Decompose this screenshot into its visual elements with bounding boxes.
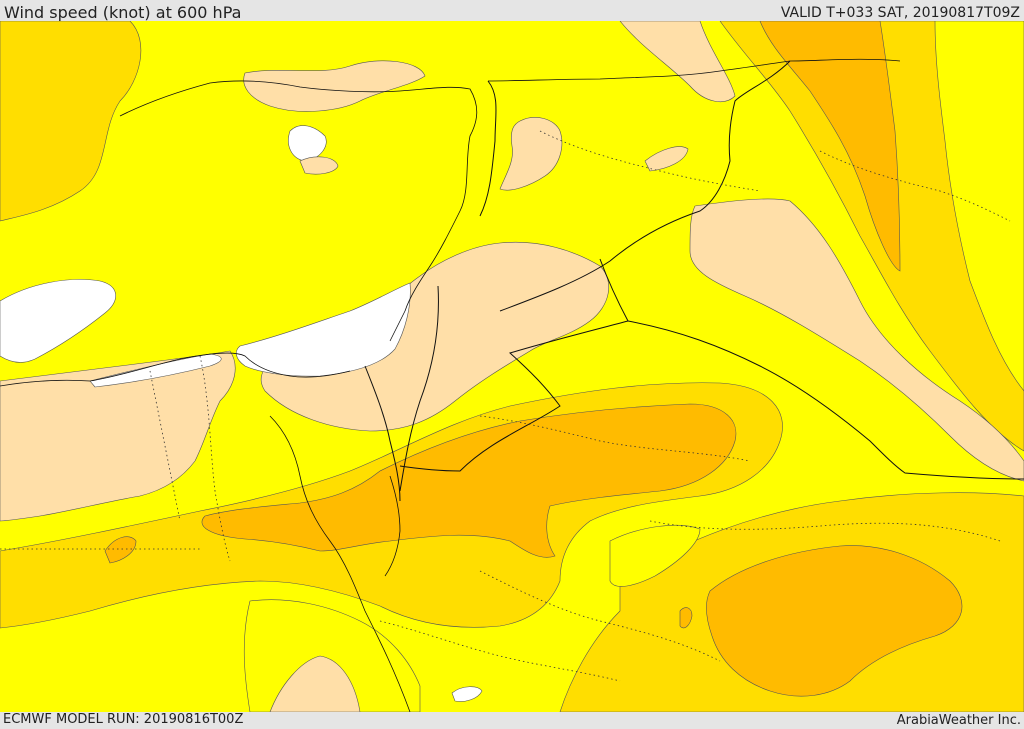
country-borders bbox=[364, 60, 1024, 502]
wind-spot-orange-red-sea bbox=[679, 607, 693, 629]
wind-lane-northeast bbox=[934, 21, 1024, 392]
credit-label: ArabiaWeather Inc. bbox=[896, 713, 1021, 728]
wind-patch-cyprus bbox=[299, 156, 339, 175]
calm-area-mediterranean-west bbox=[0, 279, 116, 363]
wind-band-topleft bbox=[0, 21, 142, 222]
valid-time-label: VALID T+033 SAT, 20190817T09Z bbox=[780, 5, 1020, 21]
model-run-label: ECMWF MODEL RUN: 20190816T00Z bbox=[3, 712, 244, 727]
title-bar bbox=[0, 0, 1024, 21]
calm-area-mediterranean-east bbox=[236, 282, 411, 377]
wind-lane-south-yellow bbox=[609, 524, 701, 587]
wind-band-northeast-peach bbox=[619, 21, 736, 103]
wind-core-central-orange bbox=[201, 403, 737, 558]
admin-boundaries bbox=[0, 130, 1011, 682]
wind-band-northeast-orange bbox=[759, 21, 901, 272]
map-title: Wind speed (knot) at 600 hPa bbox=[4, 3, 242, 22]
wind-band-east-peach bbox=[689, 198, 1024, 482]
calm-patch-cyprus bbox=[288, 125, 327, 162]
wind-patch-turkey bbox=[243, 60, 426, 112]
wind-core-southeast-orange bbox=[706, 545, 963, 697]
wind-patch-south-peach bbox=[269, 655, 361, 712]
wind-spot-orange-west bbox=[104, 536, 137, 564]
wind-band-egypt-peach bbox=[0, 350, 236, 522]
wind-patch-syria bbox=[499, 117, 563, 191]
calm-spot-south bbox=[451, 686, 483, 702]
coastlines bbox=[0, 58, 901, 712]
footer-bar bbox=[0, 712, 1024, 729]
wind-patch-iraq-peach bbox=[644, 146, 689, 172]
calm-area-libya-coast bbox=[89, 353, 222, 388]
wind-speed-map bbox=[0, 21, 1024, 712]
